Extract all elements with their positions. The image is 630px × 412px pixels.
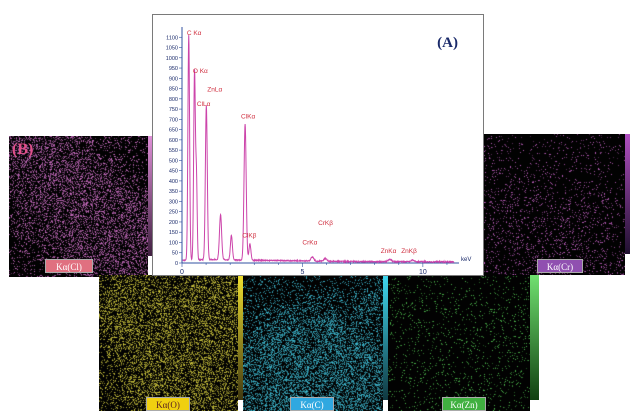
peak-label: C Kα [187, 30, 202, 37]
y-tick-label: 450 [169, 169, 178, 175]
badge-o: Kα(O) [146, 397, 190, 411]
colorbar-o [238, 275, 243, 400]
eds-spectrum-chart: 0501001502002503003504004505005506006507… [166, 27, 471, 275]
y-tick-label: 400 [169, 179, 178, 185]
y-tick-label: 150 [169, 230, 178, 236]
x-tick-label: 5 [300, 269, 304, 275]
y-tick-label: 1100 [166, 35, 178, 41]
map-cl-pixels [9, 136, 148, 277]
y-tick-label: 700 [169, 117, 178, 123]
y-tick-label: 600 [169, 138, 178, 144]
y-tick-label: 350 [169, 189, 178, 195]
y-tick-label: 50 [172, 251, 178, 257]
y-tick-label: 1050 [166, 46, 178, 52]
y-tick-label: 200 [169, 220, 178, 226]
peak-label: O Kα [193, 68, 208, 75]
badge-cr: Kα(Cr) [537, 259, 583, 273]
x-tick-label: 0 [180, 269, 184, 275]
peak-label: ZnKα [381, 248, 397, 255]
colorbar-zn [530, 275, 539, 400]
eds-spectrum-panel: 0 50 100 150 200 250 300 350 400 450 500 550 600 650 7… [152, 14, 484, 276]
y-tick-label: 500 [169, 158, 178, 164]
colorbar-c [383, 275, 388, 400]
x-axis-label: keV [461, 257, 471, 263]
peak-label: ZnKβ [401, 248, 417, 255]
spectrum-line [182, 35, 455, 264]
badge-c: Kα(C) [290, 397, 334, 411]
map-zn [388, 275, 530, 411]
badge-cl: Kα(Cl) [45, 259, 93, 273]
y-tick-label: 100 [169, 240, 178, 246]
panel-a-label: (A) [437, 35, 458, 51]
map-o-pixels [99, 275, 238, 411]
colorbar-cr [625, 134, 630, 254]
peak-label: ClKα [241, 113, 255, 120]
map-c [243, 275, 383, 411]
y-tick-label: 850 [169, 87, 178, 93]
map-cr [484, 134, 625, 275]
y-tick-label: 1000 [166, 56, 178, 62]
map-cr-pixels [484, 134, 625, 275]
peak-label: ClKβ [242, 232, 256, 239]
x-tick-label: 10 [419, 269, 427, 275]
map-c-pixels [243, 275, 383, 411]
peak-label: ClLα [197, 101, 211, 108]
y-tick-label: 300 [169, 199, 178, 205]
map-zn-pixels [388, 275, 530, 411]
colorbar-cl [148, 136, 153, 256]
y-tick-label: 950 [169, 66, 178, 72]
y-tick-label: 250 [169, 210, 178, 216]
y-tick-label: 650 [169, 128, 178, 134]
y-tick-label: 550 [169, 148, 178, 154]
map-o [99, 275, 238, 411]
map-cl [9, 136, 148, 277]
peak-label: CrKα [302, 240, 317, 247]
y-tick-label: 900 [169, 76, 178, 82]
peak-label: CrKβ [318, 220, 333, 227]
y-tick-label: 0 [175, 261, 178, 267]
y-tick-label: 750 [169, 107, 178, 113]
panel-b-label: (B) [12, 141, 34, 158]
y-tick-label: 800 [169, 97, 178, 103]
badge-zn: Kα(Zn) [442, 397, 486, 411]
peak-label: ZnLα [207, 87, 222, 94]
